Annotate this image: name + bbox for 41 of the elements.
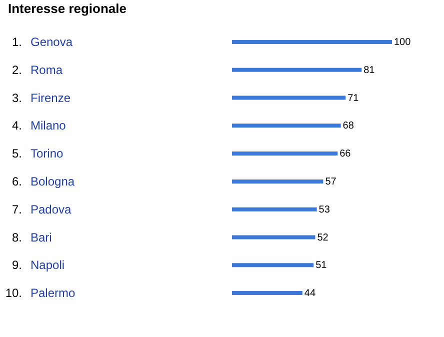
text: 1. bbox=[12, 34, 22, 49]
text: 3. bbox=[12, 90, 22, 105]
bar bbox=[232, 263, 314, 268]
text: Interesse regionale bbox=[8, 1, 126, 16]
text: 4. bbox=[12, 118, 22, 133]
bar bbox=[232, 68, 362, 72]
bar bbox=[232, 235, 316, 240]
text: 9. bbox=[12, 258, 22, 272]
y-tick-label: Torino bbox=[30, 146, 64, 161]
bar bbox=[232, 207, 317, 212]
y-tick-label: Roma bbox=[30, 62, 63, 77]
y-tick-label: Milano bbox=[30, 118, 66, 133]
data-label: 52 bbox=[317, 232, 329, 244]
bar bbox=[232, 40, 392, 44]
data-label: 51 bbox=[316, 260, 328, 272]
data-label: 100 bbox=[394, 36, 412, 48]
y-tick-label: Firenze bbox=[30, 90, 71, 105]
text: 6. bbox=[12, 174, 22, 188]
y-tick-label: Genova bbox=[30, 34, 73, 49]
bar bbox=[232, 152, 338, 156]
bar bbox=[232, 179, 324, 184]
bar bbox=[232, 124, 341, 128]
data-label: 44 bbox=[304, 288, 316, 300]
y-tick-label: Padova bbox=[30, 202, 72, 216]
data-label: 57 bbox=[325, 176, 337, 188]
text: 5. bbox=[12, 146, 22, 161]
text: 7. bbox=[12, 202, 22, 216]
data-label: 53 bbox=[318, 204, 330, 216]
text: 10. bbox=[5, 286, 22, 300]
text: 2. bbox=[12, 62, 22, 77]
bar bbox=[232, 96, 346, 100]
bar bbox=[232, 291, 302, 296]
data-label: 81 bbox=[364, 64, 376, 76]
y-tick-label: Palermo bbox=[30, 286, 76, 300]
y-tick-label: Bari bbox=[30, 230, 52, 244]
y-tick-label: Napoli bbox=[30, 258, 65, 272]
data-label: 71 bbox=[348, 92, 360, 104]
text: 8. bbox=[12, 230, 22, 244]
data-label: 66 bbox=[340, 148, 352, 160]
data-label: 68 bbox=[342, 120, 354, 132]
y-tick-label: Bologna bbox=[30, 174, 75, 188]
